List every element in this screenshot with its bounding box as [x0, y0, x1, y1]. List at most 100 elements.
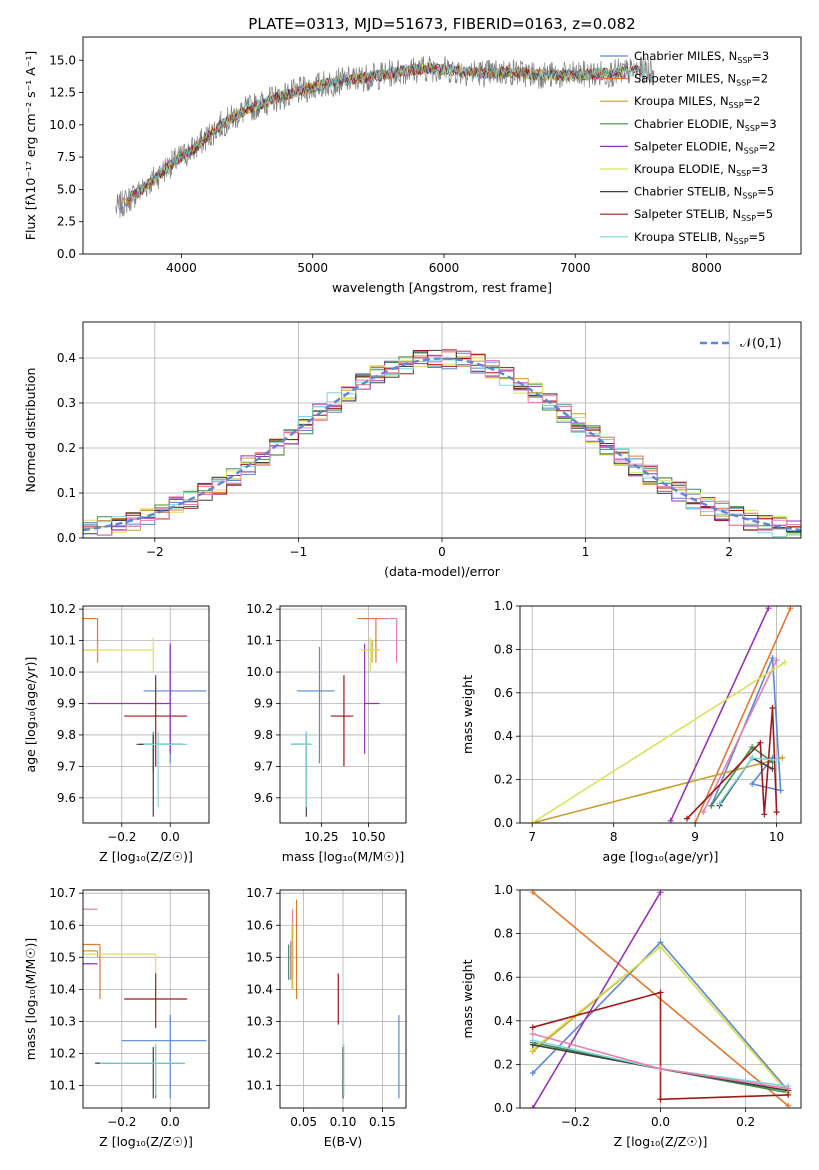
spectrum-xlabel: wavelength [Angstrom, rest frame] [332, 280, 552, 295]
weight-vs-age-ytick-label: 0.6 [494, 686, 513, 700]
residuals-ytick-label: 0.1 [57, 486, 76, 500]
weight-vs-age-ytick-label: 0.2 [494, 773, 513, 787]
weight-vs-Z-plot-area [529, 890, 792, 1108]
residuals-ytick-label: 0.0 [57, 531, 76, 545]
legend-count: =5 [757, 185, 774, 199]
weight-marker [529, 1024, 536, 1031]
mass-vs-Z-ytick-label: 10.6 [49, 918, 76, 932]
age-vs-mass-ytick-label: 10.2 [246, 602, 273, 616]
legend-count: =5 [749, 230, 766, 244]
spectrum-ytick-label: 0.0 [57, 247, 76, 261]
age-vs-mass-ytick-label: 9.7 [254, 759, 273, 773]
age-vs-mass-ytick-label: 10.0 [246, 665, 273, 679]
weight-marker [779, 754, 786, 761]
legend-entry: 𝒩(0,1) [740, 335, 782, 350]
residuals-ylabel: Normed distribution [23, 368, 38, 493]
weight-vs-age-frame [519, 605, 802, 824]
weight-marker [785, 1091, 792, 1098]
mass-vs-ebv-xtick-label: 0.10 [330, 1115, 357, 1129]
age-vs-mass-frame [279, 605, 407, 824]
age-vs-mass-grid [280, 606, 406, 823]
age-vs-Z-plot-area [83, 617, 207, 817]
weight-marker [749, 780, 756, 787]
weight-marker [529, 820, 536, 823]
mass-vs-Z-ytick-label: 10.4 [49, 982, 76, 996]
weight-marker [683, 815, 690, 822]
legend-count: =3 [751, 162, 768, 176]
weight-vs-Z-ytick-label: 0.0 [494, 1101, 513, 1115]
weight-vs-age-ytick-label: 1.0 [494, 599, 513, 613]
legend-subscript: SSP [736, 169, 751, 178]
spectrum-ytick-label: 15.0 [49, 53, 76, 67]
weight-marker [700, 809, 707, 816]
legend-entry: Chabrier STELIB, NSSP=5 [634, 185, 774, 201]
age-vs-mass-xtick-label: 10.25 [304, 830, 338, 844]
legend-subscript: SSP [736, 79, 751, 88]
residuals-legend: 𝒩(0,1) [700, 335, 782, 350]
mass-vs-ebv-plot-area [288, 899, 400, 1099]
residual-histogram [83, 350, 801, 538]
legend-entry: Kroupa MILES, NSSP=2 [634, 94, 760, 110]
legend-subscript: SSP [742, 192, 757, 201]
mass-vs-ebv-ytick-label: 10.7 [246, 886, 273, 900]
mass-vs-Z-ytick-label: 10.1 [49, 1079, 76, 1093]
legend-count: =5 [756, 207, 773, 221]
spectrum-xtick-label: 7000 [560, 261, 591, 275]
mass-vs-Z-ytick-label: 10.3 [49, 1014, 76, 1028]
gaussian-curve [83, 357, 801, 532]
weight-line [702, 659, 778, 813]
weight-vs-Z-ytick-label: 0.2 [494, 1057, 513, 1071]
spectrum-ylabel: Flux [fλ10⁻¹⁷ erg cm⁻² s⁻¹ A⁻¹] [23, 51, 38, 240]
mass-vs-ebv-ytick-label: 10.1 [246, 1079, 273, 1093]
weight-vs-age-ytick-label: 0.4 [494, 729, 513, 743]
weight-vs-age-panel: 7 8 9 10 0.0 0.2 0.4 0.6 0.8 1.0 age [log₁₀(age/yr… [460, 599, 802, 864]
mass-vs-Z-xtick-label: 0.0 [161, 1115, 180, 1129]
weight-marker [769, 704, 776, 711]
weight-marker [777, 787, 784, 794]
spectrum-xtick-label: 4000 [166, 261, 197, 275]
spectrum-xtick-label: 8000 [691, 261, 722, 275]
spectrum-ytick-label: 5.0 [57, 182, 76, 196]
residuals-ytick-label: 0.3 [57, 396, 76, 410]
age-vs-mass-ytick-label: 9.8 [254, 728, 273, 742]
weight-marker [657, 989, 664, 996]
age-vs-Z-ytick-label: 9.9 [57, 696, 76, 710]
weight-marker [716, 800, 723, 807]
mass-vs-ebv-xlabel: E(B-V) [324, 1134, 363, 1149]
age-vs-Z-ytick-label: 9.7 [57, 759, 76, 773]
mass-vs-Z-panel: −0.2 0.0 10.1 10.2 10.3 10.4 10.5 10.6 10.7 Z [lo… [23, 886, 210, 1149]
age-vs-Z-ytick-label: 9.6 [57, 791, 76, 805]
mass-vs-ebv-xtick-label: 0.15 [369, 1115, 396, 1129]
legend-count: =3 [752, 49, 769, 63]
weight-vs-age-xtick-label: 7 [528, 830, 536, 844]
mass-vs-ebv-panel: 0.05 0.10 0.15 10.1 10.2 10.3 10.4 10.5 10.6 10.7… [246, 886, 407, 1149]
legend-entry: Chabrier ELODIE, NSSP=3 [634, 117, 777, 133]
weight-vs-Z-ytick-label: 0.4 [494, 1014, 513, 1028]
legend-entry: Kroupa ELODIE, NSSP=3 [634, 162, 768, 178]
weight-vs-Z-ytick-label: 0.6 [494, 970, 513, 984]
weight-line [669, 607, 770, 822]
weight-marker [529, 1070, 536, 1077]
age-vs-mass-plot-area [291, 617, 398, 817]
residuals-xtick-label: −1 [290, 545, 308, 559]
spectrum-frame [82, 36, 802, 255]
residuals-ytick-label: 0.2 [57, 441, 76, 455]
age-vs-Z-xlabel: Z [log₁₀(Z/Z☉)] [99, 849, 193, 864]
weight-marker [529, 1037, 536, 1044]
age-vs-mass-xlabel: mass [log₁₀(M/M☉)] [282, 849, 404, 864]
weight-marker [757, 739, 764, 746]
weight-vs-Z-ylabel: mass weight [460, 959, 475, 1038]
age-vs-Z-xtick-label: 0.0 [161, 830, 180, 844]
model-spectrum [121, 63, 623, 204]
legend-subscript: SSP [737, 56, 752, 65]
spectrum-legend: Chabrier MILES, NSSP=3 Salpeter MILES, NS… [600, 49, 777, 246]
legend-subscript: SSP [729, 101, 744, 110]
mass-vs-Z-frame [82, 889, 210, 1109]
residuals-plot-area [83, 349, 801, 538]
residuals-ytick-label: 0.4 [57, 351, 76, 365]
weight-vs-Z-xtick-label: 0.2 [736, 1115, 755, 1129]
residuals-xtick-label: 1 [582, 545, 590, 559]
age-vs-Z-grid [83, 606, 209, 823]
mass-vs-Z-ytick-label: 10.5 [49, 950, 76, 964]
weight-marker [529, 1030, 536, 1037]
